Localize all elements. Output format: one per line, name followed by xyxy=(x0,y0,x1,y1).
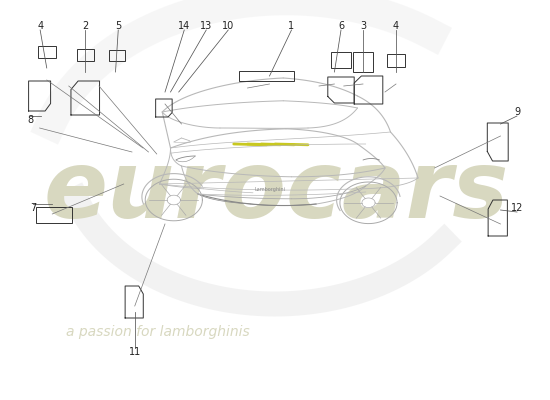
Text: 11: 11 xyxy=(129,347,141,357)
Text: eurocars: eurocars xyxy=(44,146,509,238)
Text: 2: 2 xyxy=(82,21,89,31)
Text: 12: 12 xyxy=(511,203,523,213)
Text: 14: 14 xyxy=(178,21,190,31)
Text: 9: 9 xyxy=(514,107,520,117)
Bar xyxy=(37,46,56,58)
Text: 1: 1 xyxy=(288,21,295,31)
Bar xyxy=(239,71,294,81)
Bar xyxy=(109,50,125,61)
Text: 7: 7 xyxy=(30,203,36,213)
Text: 6: 6 xyxy=(338,21,344,31)
Text: 4: 4 xyxy=(37,21,43,31)
Text: 3: 3 xyxy=(360,21,366,31)
Bar xyxy=(353,52,373,72)
Bar xyxy=(331,52,351,68)
Text: 5: 5 xyxy=(115,21,122,31)
Bar xyxy=(387,54,405,67)
Bar xyxy=(36,207,72,223)
Text: 10: 10 xyxy=(222,21,234,31)
Text: 13: 13 xyxy=(200,21,212,31)
Text: a passion for lamborghinis: a passion for lamborghinis xyxy=(66,325,250,339)
Text: Lamborghini: Lamborghini xyxy=(254,188,285,192)
Bar xyxy=(77,49,94,61)
Text: 4: 4 xyxy=(393,21,399,31)
Text: 8: 8 xyxy=(27,115,34,125)
